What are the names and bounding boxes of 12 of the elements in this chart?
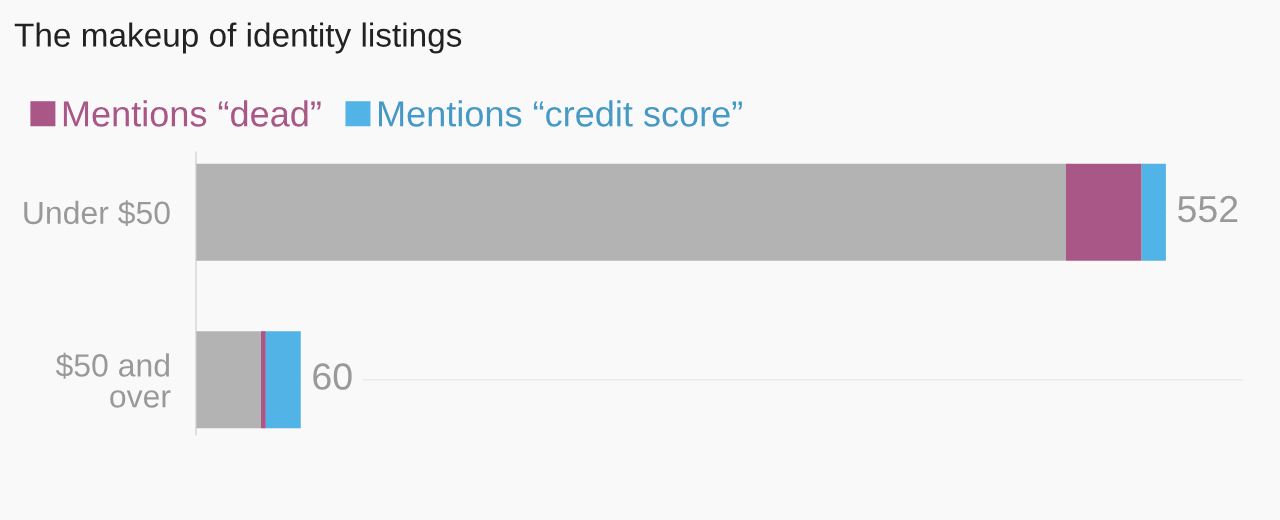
bar [1141,163,1166,261]
bar [265,331,301,429]
chart-title: The makeup of identity listings [14,22,462,54]
y-tick-label: Under $50 [24,200,170,227]
annotation: 60 [313,363,352,390]
annotation: 552 [1178,195,1238,223]
legend-label: Mentions “dead” [63,100,321,127]
bar [260,331,266,429]
y-tick-label: $50 and over [55,352,171,408]
legend-label: Mentions “credit score” [378,100,742,127]
bar [196,331,261,429]
bar [1065,163,1142,261]
